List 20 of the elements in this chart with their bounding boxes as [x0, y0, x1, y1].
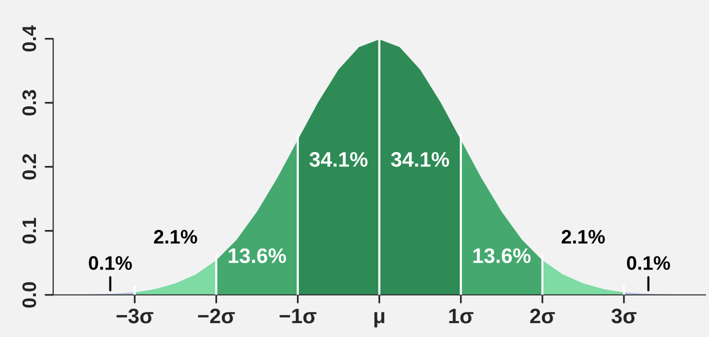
annotation: 13.6% — [228, 248, 286, 264]
annotation: 34.1% — [309, 152, 368, 167]
y-tick-label: 0.4 — [22, 25, 36, 52]
y-tick-label: 0.2 — [22, 154, 36, 180]
x-tick-label: 2σ — [530, 308, 555, 324]
y-tick-label: 0.1 — [22, 218, 36, 244]
annotation: 2.1% — [562, 230, 605, 244]
x-tick-label: −1σ — [280, 308, 316, 324]
x-tick-label: μ — [374, 312, 384, 328]
annotation: 34.1% — [391, 152, 450, 167]
annotation: 2.1% — [154, 230, 198, 244]
annotation: 0.1% — [626, 256, 670, 270]
annotation: 0.1% — [88, 256, 132, 270]
x-tick-label: −3σ — [116, 308, 154, 324]
x-tick-label: −2σ — [198, 308, 235, 324]
x-tick-label: 3σ — [611, 308, 636, 324]
y-tick-label: 0.0 — [22, 282, 36, 308]
annotation: 13.6% — [473, 248, 531, 264]
x-tick-label: 1σ — [449, 308, 474, 324]
y-tick-label: 0.3 — [22, 90, 36, 116]
